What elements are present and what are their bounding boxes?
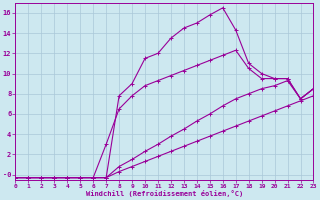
X-axis label: Windchill (Refroidissement éolien,°C): Windchill (Refroidissement éolien,°C) xyxy=(86,190,243,197)
